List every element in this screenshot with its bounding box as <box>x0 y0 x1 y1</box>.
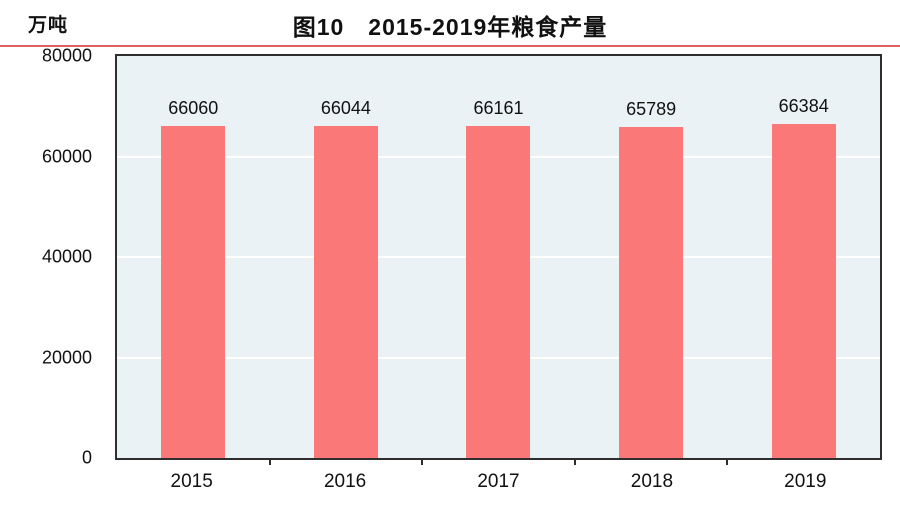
y-tick-label: 40000 <box>41 246 92 267</box>
bar-group: 66044 <box>270 56 423 458</box>
bar-value-label: 66044 <box>320 98 371 119</box>
x-axis-tick <box>421 458 424 465</box>
y-tick-label: 60000 <box>41 146 92 166</box>
x-axis-tick <box>726 458 729 465</box>
bar-group: 66384 <box>727 56 880 458</box>
x-tick-label: 2018 <box>630 471 674 492</box>
x-axis-tick <box>573 458 576 465</box>
title-underline <box>0 45 900 47</box>
bar-value-label: 66060 <box>168 98 219 119</box>
chart-title: 图10 2015-2019年粮食产量 <box>292 14 608 40</box>
x-axis-tick-labels: 2015 2016 2017 2018 2019 <box>115 467 882 497</box>
bar-value-label: 65789 <box>626 99 677 120</box>
bar <box>313 126 378 458</box>
bar <box>161 126 226 458</box>
bar <box>466 125 531 458</box>
bar-value-label: 66384 <box>778 96 829 117</box>
x-tick-label: 2016 <box>323 471 367 492</box>
bar-value-label: 66161 <box>473 97 524 118</box>
y-tick-label: 0 <box>81 447 92 468</box>
x-axis-tick <box>268 458 271 465</box>
bar-group: 66161 <box>422 56 575 458</box>
y-tick-label: 80000 <box>41 45 92 66</box>
bar <box>619 127 684 458</box>
y-axis-unit-label: 万吨 <box>28 15 69 36</box>
x-tick-label: 2017 <box>477 471 520 492</box>
plot-area: 66060 66044 66161 65789 66384 <box>115 54 882 465</box>
bar-group: 66060 <box>117 56 270 458</box>
x-tick-label: 2019 <box>784 471 827 492</box>
x-tick-label: 2015 <box>170 471 213 492</box>
bar <box>771 124 836 458</box>
y-tick-label: 20000 <box>41 347 92 367</box>
bar-group: 65789 <box>575 56 728 458</box>
y-axis-tick-labels: 0 20000 40000 60000 80000 <box>0 46 100 468</box>
